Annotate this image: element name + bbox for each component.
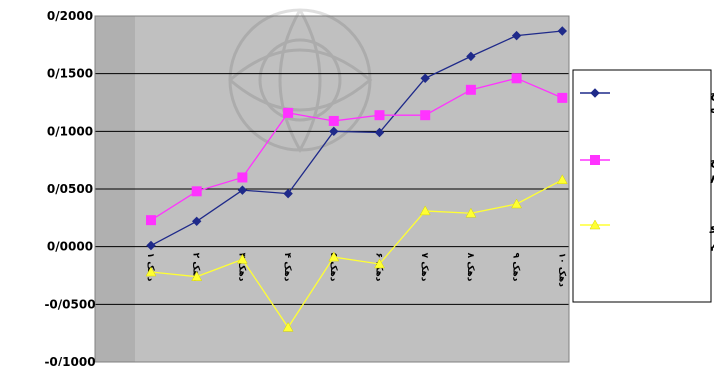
- legend-swatch-marker: [590, 88, 600, 98]
- data-point: [283, 107, 294, 118]
- y-tick-label: 0/1500: [47, 67, 93, 81]
- data-point: [328, 251, 340, 262]
- y-tick-label: -0/0500: [44, 297, 95, 311]
- data-point: [556, 174, 568, 185]
- plot-border: [94, 15, 570, 363]
- data-point: [191, 271, 203, 281]
- data-point: [420, 110, 431, 121]
- legend-entry-label: سال ۸۴: [710, 172, 714, 186]
- data-point: [328, 115, 339, 126]
- legend-entry-label: اختلاف دو: [709, 219, 714, 234]
- data-point: [146, 240, 156, 251]
- y-tick-label: 0/1000: [47, 124, 93, 138]
- x-tick-label: دهک ۴: [282, 253, 292, 282]
- data-point: [237, 185, 248, 195]
- legend-entry-label: سال ۹۰: [710, 105, 714, 119]
- watermark-emblem: [228, 8, 373, 154]
- data-point: [191, 186, 202, 197]
- legend-box: [572, 69, 712, 303]
- series-line: [150, 77, 563, 221]
- data-point: [237, 172, 248, 183]
- x-tick-label: دهک ۳: [236, 253, 246, 282]
- data-point: [511, 73, 522, 84]
- legend-swatch-marker: [589, 219, 601, 230]
- data-point: [465, 84, 476, 95]
- y-tick-label: 0/2000: [47, 9, 93, 23]
- series-group: [145, 26, 568, 332]
- data-point: [466, 51, 476, 62]
- x-tick-label: دهک ۷: [419, 253, 429, 282]
- series-line: [150, 30, 563, 247]
- legend: سهم مخارج سال ۹۰ سهم مخارج سال ۸۴ اختلاف دو س…: [572, 69, 714, 303]
- legend-swatch-marker: [590, 155, 600, 165]
- data-point: [374, 110, 385, 121]
- data-point: [236, 253, 248, 264]
- data-point: [557, 92, 568, 103]
- x-tick-label: دهک ۹: [511, 253, 521, 282]
- x-tick-label: دهک ۸: [465, 253, 475, 282]
- data-point: [420, 73, 430, 83]
- x-tick-label: دهک ۵: [328, 253, 338, 282]
- data-point: [191, 216, 202, 227]
- x-tick-label: دهک ۱۰: [556, 253, 566, 288]
- data-point: [557, 26, 568, 36]
- data-point: [145, 266, 157, 277]
- data-point: [511, 198, 523, 209]
- data-point: [465, 207, 477, 218]
- x-tick-label: دهک ۲: [191, 253, 201, 282]
- legend-entry-label: سهم: [710, 237, 714, 251]
- data-point: [374, 258, 385, 269]
- y-axis: 0/2000 0/1500 0/1000 0/0500 0/0000 -0/0500 -0/…: [44, 9, 95, 369]
- y-tick-label: 0/0500: [47, 182, 93, 196]
- data-point: [329, 126, 339, 137]
- data-point: [283, 188, 293, 199]
- data-point: [374, 127, 385, 138]
- data-point: [419, 205, 431, 216]
- series-line: [150, 179, 563, 329]
- legend-entry-label: سهم مخارج: [710, 154, 714, 168]
- x-tick-label: دهک ۱: [145, 253, 155, 282]
- data-point: [146, 215, 156, 226]
- data-point: [511, 30, 522, 41]
- y-tick-label: 0/0000: [47, 240, 93, 254]
- y-tick-label: -0/1000: [44, 355, 95, 366]
- data-point: [282, 321, 294, 332]
- legend-entry-label: سهم مخارج: [710, 87, 714, 101]
